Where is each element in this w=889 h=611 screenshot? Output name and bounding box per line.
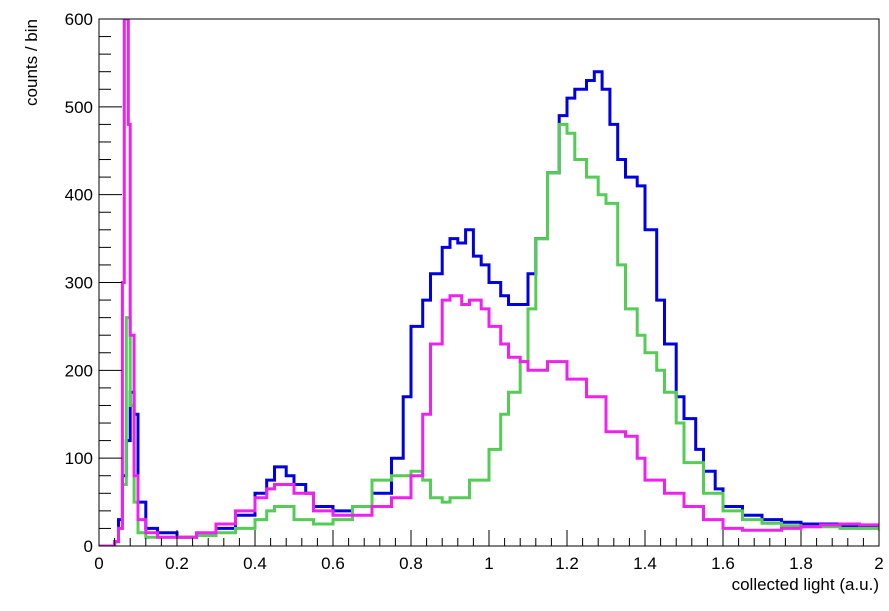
y-tick-label: 100	[65, 449, 93, 468]
y-axis-title: counts / bin	[22, 19, 41, 106]
axis-ticks	[98, 18, 880, 547]
x-axis-title: collected light (a.u.)	[732, 575, 879, 594]
series-line-2	[99, 122, 879, 546]
x-tick-label: 1	[484, 554, 493, 573]
series-layer	[99, 19, 879, 546]
x-tick-label: 0.8	[399, 554, 423, 573]
y-tick-label: 300	[65, 274, 93, 293]
y-tick-label: 200	[65, 361, 93, 380]
x-tick-label: 0.4	[243, 554, 267, 573]
x-tick-label: 0.2	[165, 554, 189, 573]
x-tick-label: 1.2	[555, 554, 579, 573]
y-tick-label: 400	[65, 186, 93, 205]
x-tick-label: 2	[874, 554, 883, 573]
x-tick-label: 1.4	[633, 554, 657, 573]
y-tick-label: 0	[84, 537, 93, 556]
x-tick-label: 0	[94, 554, 103, 573]
x-tick-label: 1.6	[711, 554, 735, 573]
x-tick-label: 1.8	[789, 554, 813, 573]
tick-labels: 0 0.2 0.4 0.6 0.8 1 1.2 1.4 1.6 1.8 2 0 100 200 300 400…	[65, 10, 884, 573]
x-tick-label: 0.6	[321, 554, 345, 573]
y-tick-label: 500	[65, 98, 93, 117]
y-tick-label: 600	[65, 10, 93, 29]
series-line-3	[99, 19, 879, 546]
